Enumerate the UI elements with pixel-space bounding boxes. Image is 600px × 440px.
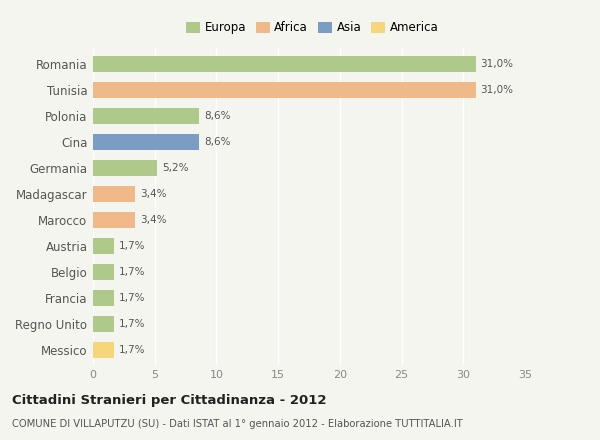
Bar xyxy=(93,134,199,150)
Bar xyxy=(93,238,114,254)
Bar xyxy=(93,315,114,332)
Bar xyxy=(93,212,135,228)
Text: 1,7%: 1,7% xyxy=(119,319,145,329)
Bar xyxy=(93,290,114,306)
Text: 31,0%: 31,0% xyxy=(481,85,514,95)
Text: 31,0%: 31,0% xyxy=(481,59,514,69)
Bar xyxy=(93,160,157,176)
Text: 3,4%: 3,4% xyxy=(140,215,166,225)
Text: 3,4%: 3,4% xyxy=(140,189,166,199)
Text: COMUNE DI VILLAPUTZU (SU) - Dati ISTAT al 1° gennaio 2012 - Elaborazione TUTTITA: COMUNE DI VILLAPUTZU (SU) - Dati ISTAT a… xyxy=(12,419,463,429)
Text: 8,6%: 8,6% xyxy=(204,111,230,121)
Bar xyxy=(93,56,476,72)
Text: 5,2%: 5,2% xyxy=(162,163,188,173)
Bar xyxy=(93,341,114,358)
Text: Cittadini Stranieri per Cittadinanza - 2012: Cittadini Stranieri per Cittadinanza - 2… xyxy=(12,394,326,407)
Text: 8,6%: 8,6% xyxy=(204,137,230,147)
Text: 1,7%: 1,7% xyxy=(119,345,145,355)
Bar xyxy=(93,82,476,98)
Text: 1,7%: 1,7% xyxy=(119,293,145,303)
Text: 1,7%: 1,7% xyxy=(119,241,145,251)
Bar xyxy=(93,264,114,280)
Bar xyxy=(93,186,135,202)
Legend: Europa, Africa, Asia, America: Europa, Africa, Asia, America xyxy=(184,19,440,37)
Bar xyxy=(93,108,199,124)
Text: 1,7%: 1,7% xyxy=(119,267,145,277)
